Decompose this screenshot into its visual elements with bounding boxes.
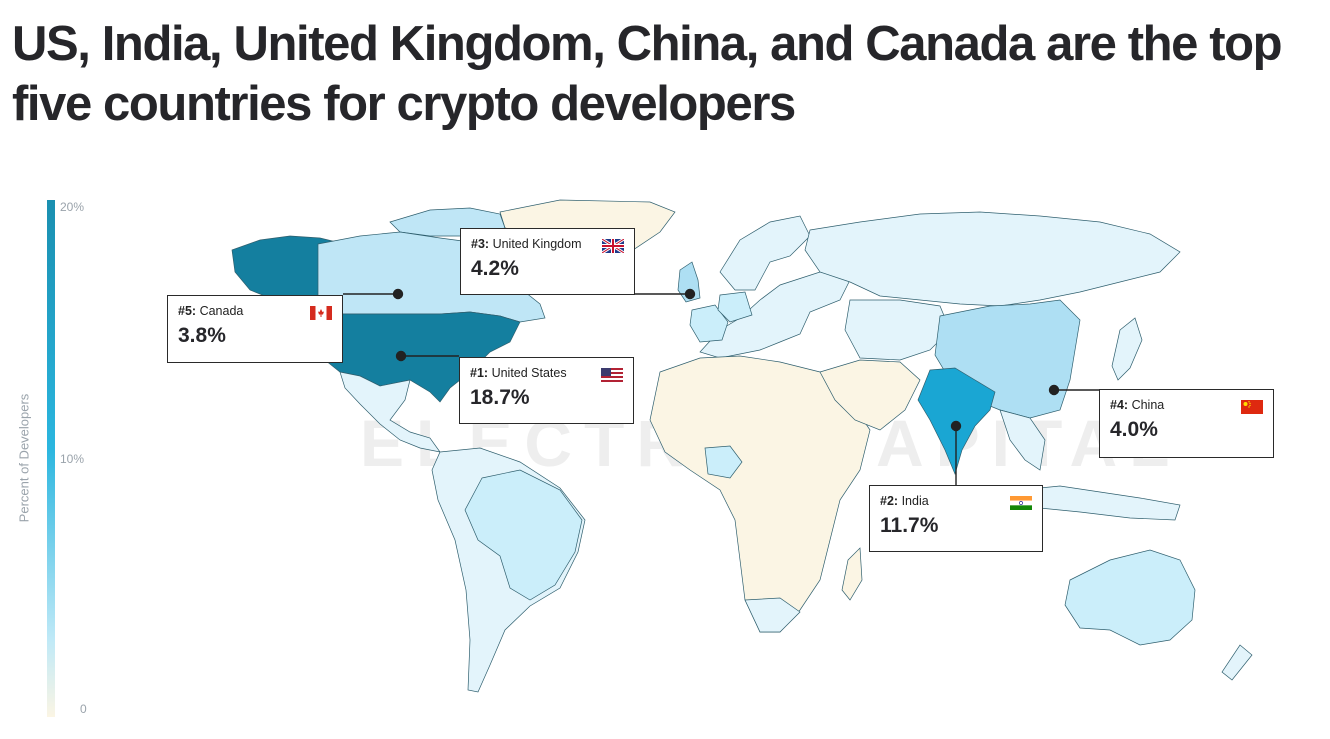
callout-value: 11.7% — [880, 514, 939, 537]
callout-value: 4.2% — [471, 257, 519, 280]
callout-rank-line: #2: India — [880, 494, 1032, 508]
marker-canada — [392, 288, 404, 300]
callout-rank: #3: — [471, 237, 490, 251]
china-flag-icon — [1241, 400, 1263, 414]
region-middle-east[interactable] — [819, 359, 921, 431]
marker-us — [395, 350, 407, 362]
country-australia[interactable] — [1064, 549, 1196, 646]
country-france[interactable] — [689, 304, 729, 343]
country-mexico[interactable] — [339, 371, 441, 453]
callout-rank: #1: — [470, 366, 489, 380]
country-russia[interactable] — [804, 211, 1181, 307]
country-germany[interactable] — [717, 291, 753, 323]
callout-country: Canada — [199, 304, 244, 318]
callout-value: 18.7% — [470, 386, 530, 409]
callout-value: 4.0% — [1110, 418, 1158, 441]
callout-canada: #5: Canada 3.8% — [167, 295, 343, 363]
region-indonesia[interactable] — [1019, 485, 1181, 521]
callout-rank-line: #1: United States — [470, 366, 623, 380]
continent-africa[interactable] — [649, 355, 871, 633]
scale-tick-max: 20% — [60, 200, 85, 214]
canada-flag-icon — [310, 306, 332, 320]
region-scandinavia[interactable] — [719, 215, 811, 291]
callout-rank: #2: — [880, 494, 899, 508]
callout-country: India — [901, 494, 929, 508]
callout-value: 3.8% — [178, 324, 226, 347]
callout-country: China — [1131, 398, 1165, 412]
region-southeast-asia[interactable] — [999, 409, 1046, 471]
color-scale-bar — [47, 200, 55, 717]
region-central-asia[interactable] — [844, 299, 951, 361]
callout-china: #4: China 4.0% — [1099, 389, 1274, 458]
callout-rank-line: #4: China — [1110, 398, 1263, 412]
callout-rank: #5: — [178, 304, 197, 318]
callout-rank: #4: — [1110, 398, 1129, 412]
callout-united-states: #1: United States 18.7% — [459, 357, 634, 424]
scale-tick-mid: 10% — [60, 452, 85, 466]
country-south-africa[interactable] — [744, 597, 801, 633]
country-nigeria[interactable] — [704, 445, 743, 479]
country-japan[interactable] — [1111, 317, 1143, 381]
callout-country: United Kingdom — [492, 237, 582, 251]
callout-india: #2: India 11.7% — [869, 485, 1043, 552]
country-united-states[interactable] — [317, 311, 521, 403]
scale-tick-min: 0 — [80, 702, 87, 716]
country-madagascar[interactable] — [841, 547, 863, 601]
callout-united-kingdom: #3: United Kingdom 4.2% — [460, 228, 635, 295]
callout-rank-line: #5: Canada — [178, 304, 332, 318]
uk-flag-icon — [602, 239, 624, 253]
chart-title: US, India, United Kingdom, China, and Ca… — [12, 17, 1283, 131]
marker-uk — [684, 288, 696, 300]
us-flag-icon — [601, 368, 623, 382]
callout-rank-line: #3: United Kingdom — [471, 237, 624, 251]
india-flag-icon — [1010, 496, 1032, 510]
country-new-zealand[interactable] — [1221, 644, 1253, 681]
marker-india — [950, 420, 962, 432]
marker-china — [1048, 384, 1060, 396]
callout-country: United States — [491, 366, 567, 380]
country-brazil[interactable] — [464, 469, 583, 601]
